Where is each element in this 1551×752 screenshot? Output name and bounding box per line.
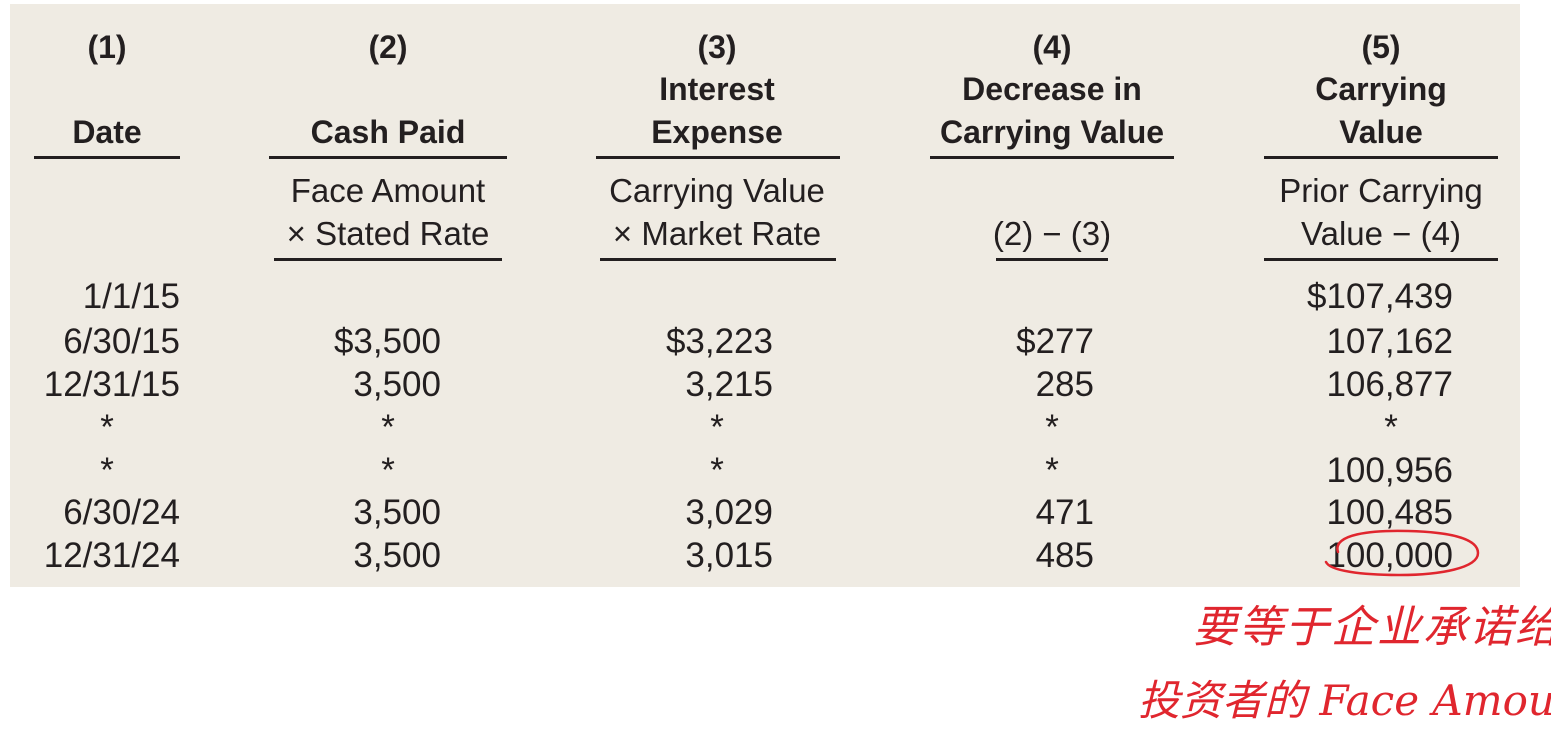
- col2-formula-line2: × Stated Rate: [286, 215, 490, 252]
- cell-r7-cash: 3,500: [353, 536, 441, 575]
- cell-r7-carrying: 100,000: [1326, 536, 1453, 575]
- col2-number: (2): [368, 29, 408, 65]
- cell-r1-carrying: $107,439: [1307, 277, 1453, 316]
- cell-r6-date: 6/30/24: [63, 493, 180, 532]
- cell-r4-date: *: [100, 408, 114, 447]
- col3-formula-line2: × Market Rate: [612, 215, 822, 252]
- col3-formula-rule: [600, 258, 836, 261]
- col5-number: (5): [1361, 29, 1401, 65]
- amortization-table: [10, 4, 1520, 587]
- cell-r5-cash: *: [381, 451, 395, 490]
- col2-formula-rule: [274, 258, 502, 261]
- col4-formula-rule: [996, 258, 1108, 261]
- col3-title-line1: Interest: [659, 71, 775, 107]
- cell-r6-decrease: 471: [1035, 493, 1094, 532]
- col2-formula-line1: Face Amount: [290, 172, 486, 209]
- handwritten-note-line2: 投资者的 Face Amount: [1138, 676, 1551, 725]
- col4-formula: (2) − (3): [992, 215, 1112, 252]
- cell-r7-interest: 3,015: [685, 536, 773, 575]
- cell-r5-date: *: [100, 451, 114, 490]
- col5-title-line2: Value: [1339, 114, 1423, 150]
- cell-r5-decrease: *: [1045, 451, 1059, 490]
- cell-r5-carrying: 100,956: [1326, 451, 1453, 490]
- col5-header-rule: [1264, 156, 1498, 159]
- cell-r2-decrease: $277: [1016, 322, 1094, 361]
- cell-r2-cash: $3,500: [333, 322, 441, 361]
- col1-number: (1): [87, 29, 127, 65]
- col3-number: (3): [697, 29, 737, 65]
- cell-r3-decrease: 285: [1035, 365, 1094, 404]
- cell-r6-interest: 3,029: [685, 493, 773, 532]
- col5-title-line1: Carrying: [1315, 71, 1447, 107]
- col4-title-line2: Carrying Value: [939, 114, 1165, 150]
- cell-r6-cash: 3,500: [353, 493, 441, 532]
- cell-r2-interest: $3,223: [665, 322, 773, 361]
- cell-r3-interest: 3,215: [685, 365, 773, 404]
- col5-formula-line2: Value − (4): [1301, 215, 1461, 252]
- col5-formula-rule: [1264, 258, 1498, 261]
- col2-title: Cash Paid: [310, 114, 466, 150]
- cell-r1-date: 1/1/15: [82, 277, 180, 316]
- col3-formula-line1: Carrying Value: [609, 172, 825, 209]
- cell-r5-interest: *: [710, 451, 724, 490]
- col4-header-rule: [930, 156, 1174, 159]
- col1-header-rule: [34, 156, 180, 159]
- cell-r4-cash: *: [381, 408, 395, 447]
- cell-r3-carrying: 106,877: [1326, 365, 1453, 404]
- cell-r2-carrying: 107,162: [1326, 322, 1453, 361]
- col3-header-rule: [596, 156, 840, 159]
- handwritten-note-line1: 要等于企业承诺给: [1193, 602, 1551, 653]
- col4-title-line1: Decrease in: [962, 71, 1142, 107]
- cell-r3-date: 12/31/15: [43, 365, 180, 404]
- col1-title: Date: [72, 114, 142, 150]
- col4-number: (4): [1032, 29, 1072, 65]
- cell-r4-decrease: *: [1045, 408, 1059, 447]
- col5-formula-line1: Prior Carrying: [1279, 172, 1483, 209]
- cell-r6-carrying: 100,485: [1326, 493, 1453, 532]
- cell-r2-date: 6/30/15: [63, 322, 180, 361]
- cell-r7-date: 12/31/24: [43, 536, 180, 575]
- cell-r7-decrease: 485: [1035, 536, 1094, 575]
- col2-header-rule: [269, 156, 507, 159]
- cell-r3-cash: 3,500: [353, 365, 441, 404]
- cell-r4-carrying: *: [1384, 408, 1398, 447]
- col3-title-line2: Expense: [651, 114, 783, 150]
- cell-r4-interest: *: [710, 408, 724, 447]
